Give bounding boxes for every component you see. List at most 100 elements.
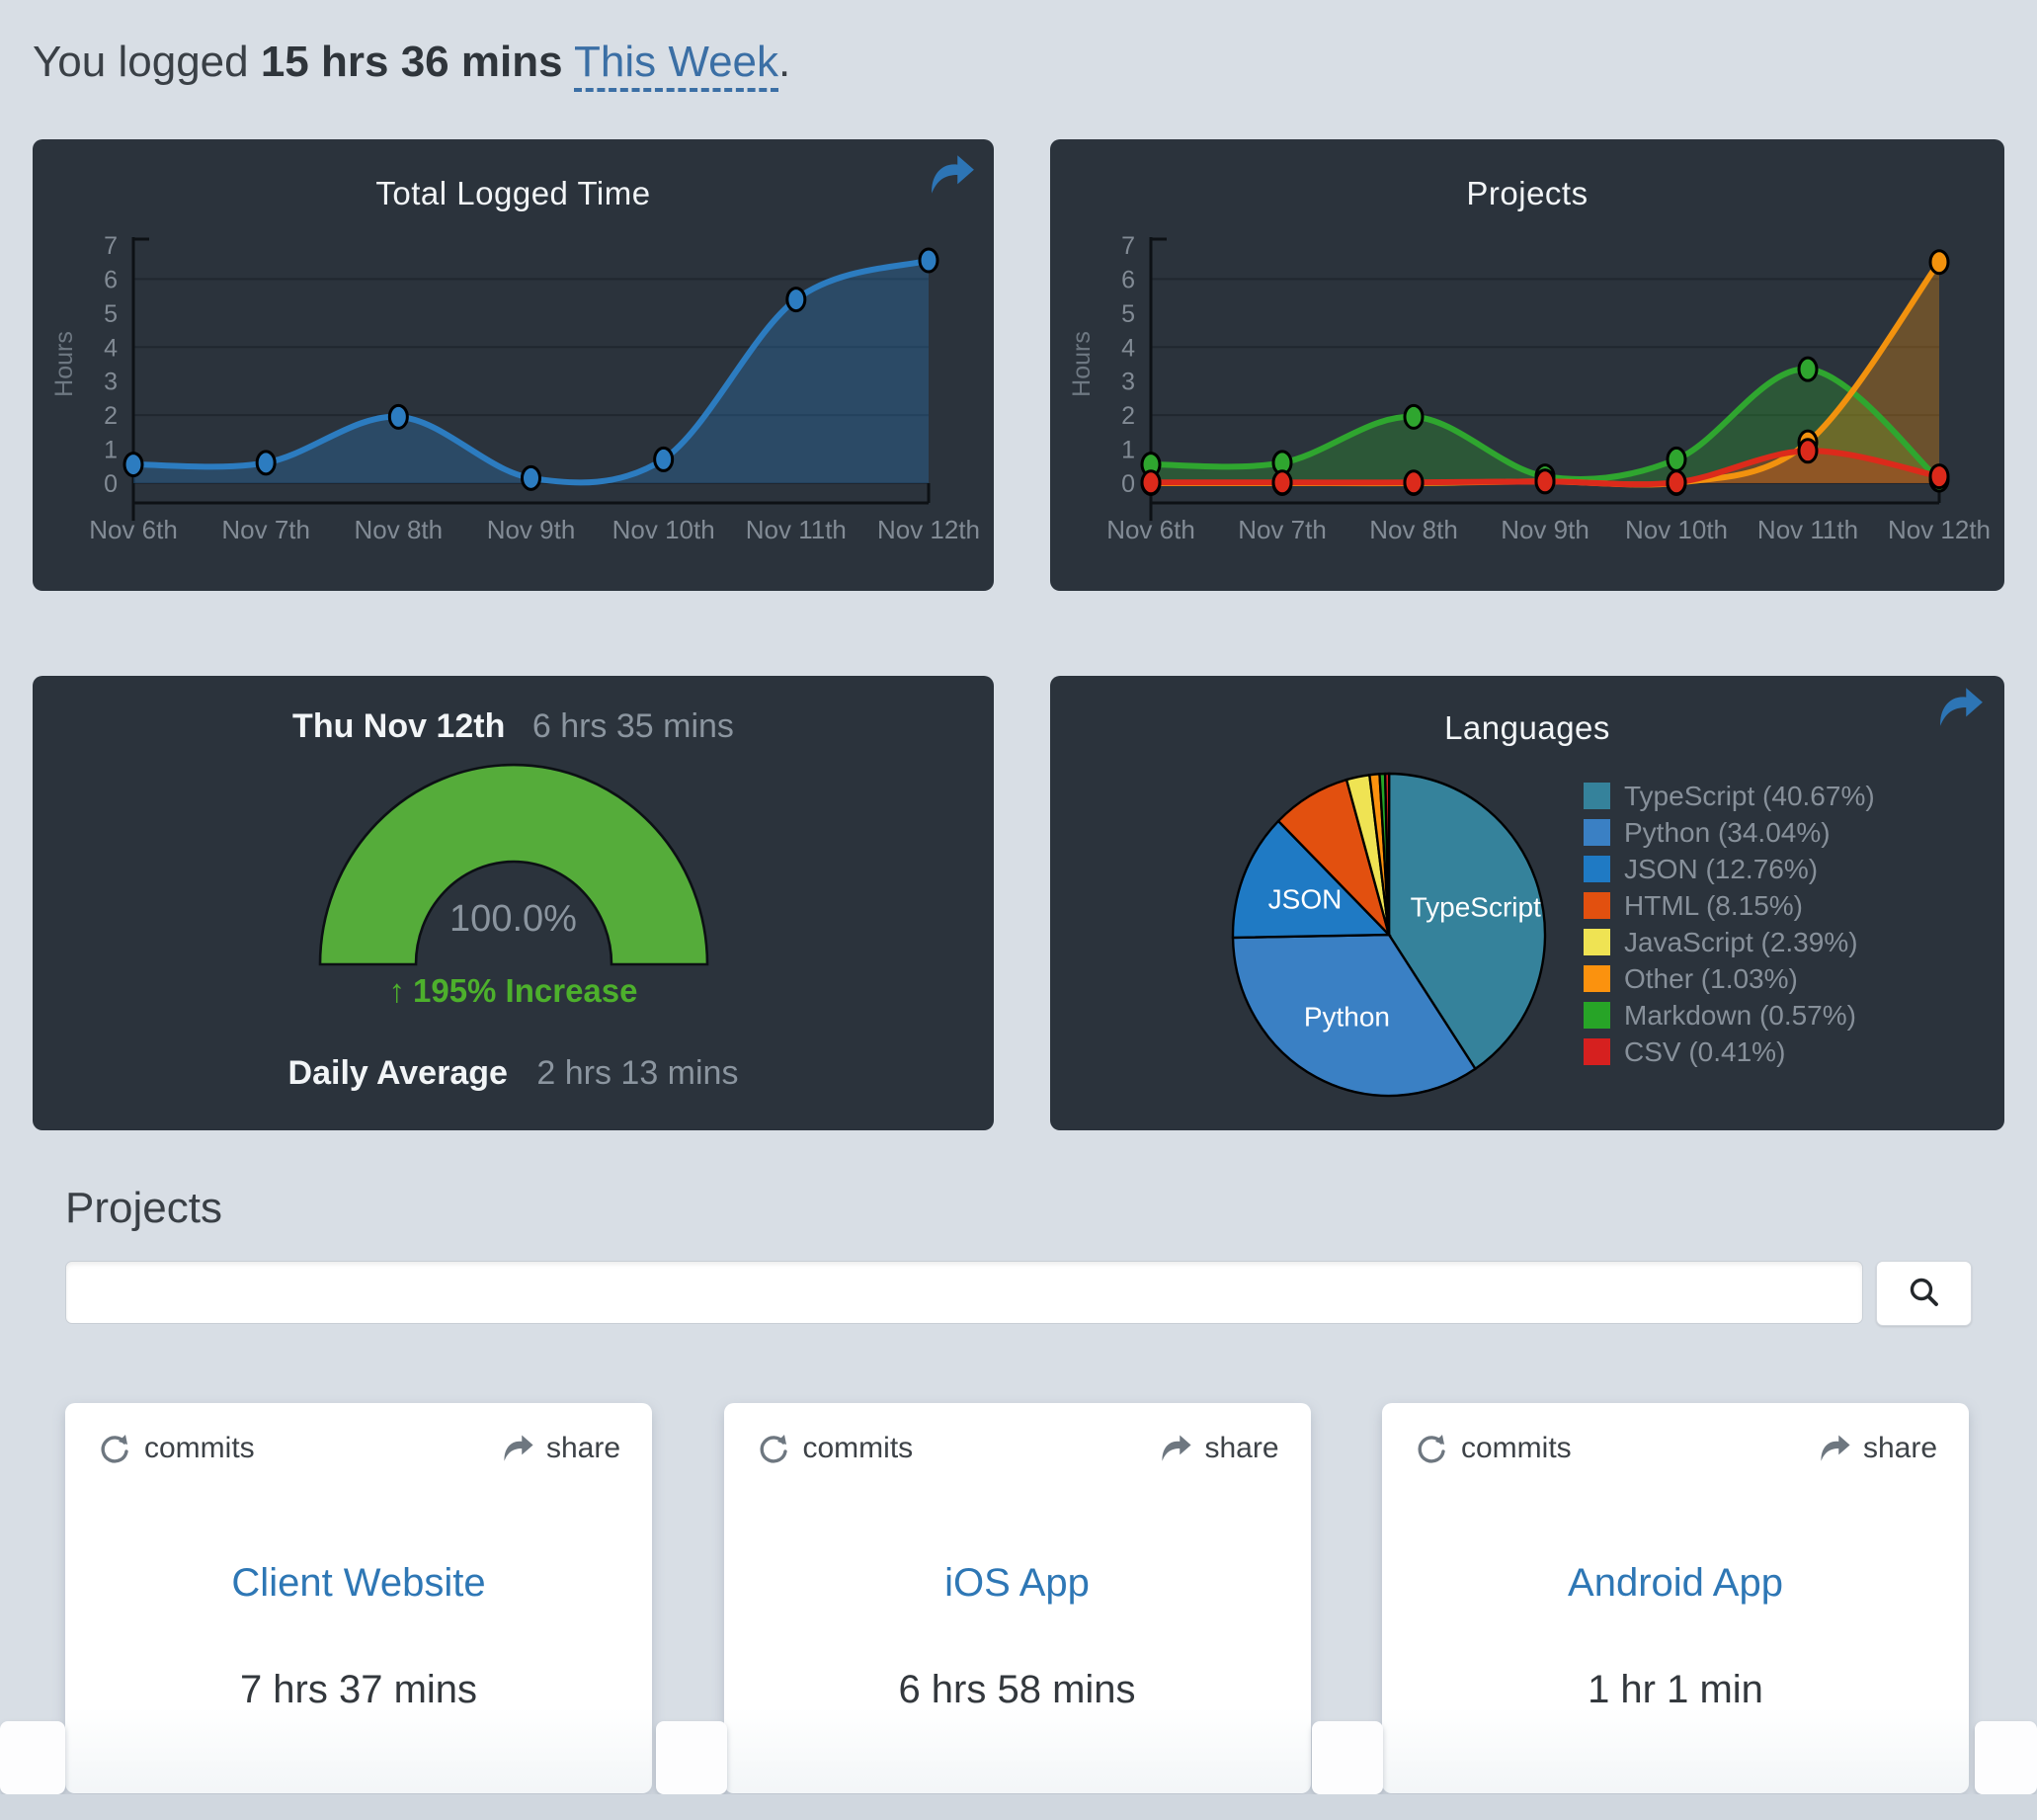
commits-link[interactable]: commits (97, 1431, 255, 1466)
svg-text:Nov 9th: Nov 9th (487, 515, 576, 544)
legend-item: Other (1.03%) (1584, 960, 1875, 997)
gauge-date: Thu Nov 12th (292, 707, 506, 745)
commits-link[interactable]: commits (756, 1431, 913, 1466)
languages-pie-chart: TypeScript Python JSON (1231, 772, 1547, 1098)
share-link[interactable]: share (1159, 1432, 1279, 1465)
Total Logged Time-area (133, 260, 929, 483)
legend-item: TypeScript (40.67%) (1584, 778, 1875, 814)
search-button[interactable] (1876, 1261, 1972, 1326)
projects-section-title: Projects (65, 1184, 222, 1232)
pie-label: Python (1304, 1002, 1390, 1033)
svg-text:Nov 6th: Nov 6th (89, 515, 178, 544)
legend-swatch (1584, 1002, 1610, 1029)
gauge-header: Thu Nov 12th 6 hrs 35 mins (33, 707, 994, 746)
project-time: 7 hrs 37 mins (239, 1668, 478, 1711)
svg-text:2: 2 (1121, 402, 1135, 430)
commits-icon (101, 1435, 128, 1463)
share-link[interactable]: share (1818, 1432, 1937, 1465)
header-suffix: . (778, 38, 791, 86)
red-series-point (1271, 469, 1293, 496)
project-name-link[interactable]: Android App (1568, 1561, 1783, 1605)
gauge-time: 6 hrs 35 mins (531, 707, 734, 745)
svg-text:6: 6 (104, 266, 118, 293)
gauge-arc (318, 763, 709, 966)
Total Logged Time-point (122, 452, 144, 478)
languages-card: Languages TypeScript Python JSON TypeScrip… (1050, 676, 2004, 1130)
gauge-increase: ↑ 195% Increase (388, 972, 638, 1009)
search-input[interactable] (65, 1261, 1863, 1324)
legend-label: Other (1.03%) (1624, 962, 1798, 994)
share-card-icon[interactable] (1935, 686, 1985, 729)
legend-label: JSON (12.76%) (1624, 853, 1819, 884)
svg-text:6: 6 (1121, 266, 1135, 293)
legend-swatch (1584, 856, 1610, 882)
svg-text:Nov 7th: Nov 7th (1238, 515, 1327, 544)
daily-gauge-card: Thu Nov 12th 6 hrs 35 mins 100.0% ↑ 195% … (33, 676, 994, 1130)
green-series-area (1151, 369, 1939, 483)
share-card-icon[interactable] (927, 153, 976, 197)
orange-series-point (1928, 249, 1950, 276)
gauge-percent: 100.0% (449, 898, 577, 940)
search-icon (1910, 1278, 1938, 1306)
svg-text:7: 7 (104, 232, 118, 260)
svg-text:4: 4 (1121, 334, 1135, 362)
projects-search (65, 1261, 1972, 1326)
svg-text:Nov 9th: Nov 9th (1501, 515, 1589, 544)
pie-slice-json (1231, 819, 1392, 940)
svg-text:Nov 8th: Nov 8th (1369, 515, 1458, 544)
up-arrow-icon: ↑ (388, 972, 405, 1009)
legend-swatch (1584, 965, 1610, 992)
legend-item: CSV (0.41%) (1584, 1034, 1875, 1070)
pie-label: TypeScript (1411, 892, 1541, 923)
legend-swatch (1584, 892, 1610, 919)
svg-text:2: 2 (104, 402, 118, 430)
green-series-point (1797, 356, 1819, 382)
legend-item: Python (34.04%) (1584, 814, 1875, 851)
projects-chart-title: Projects (1466, 175, 1589, 211)
total-logged-time-title: Total Logged Time (375, 175, 651, 211)
header-prefix: You logged (33, 38, 261, 86)
svg-text:3: 3 (104, 369, 118, 396)
legend-swatch (1584, 929, 1610, 955)
commits-icon (1418, 1435, 1445, 1463)
commits-icon (760, 1435, 787, 1463)
legend-item: JavaScript (2.39%) (1584, 924, 1875, 960)
project-card: commits share Client Website 7 hrs 37 mi… (65, 1403, 652, 1793)
legend-swatch (1584, 783, 1610, 809)
project-name-link[interactable]: Client Website (231, 1561, 486, 1605)
week-range-link[interactable]: This Week (574, 38, 779, 92)
cutoff-card-fragment (1975, 1721, 2037, 1794)
Total Logged Time-point (255, 450, 277, 476)
legend-swatch (1584, 1038, 1610, 1065)
pie-label: JSON (1268, 884, 1343, 915)
Total Logged Time-point (785, 287, 807, 313)
share-link[interactable]: share (501, 1432, 620, 1465)
svg-text:7: 7 (1121, 232, 1135, 260)
daily-average-label: Daily Average (287, 1054, 508, 1092)
project-name-link[interactable]: iOS App (944, 1561, 1090, 1605)
cutoff-card-fragment (656, 1721, 727, 1794)
svg-text:Hours: Hours (50, 331, 78, 397)
legend-label: Python (34.04%) (1624, 816, 1831, 848)
share-icon (504, 1435, 533, 1461)
total-logged-time-chart: 0 1 2 3 4 5 6 7 Hours Nov 6th Nov 7th Nov 8th Nov 9t… (50, 232, 980, 544)
legend-label: CSV (0.41%) (1624, 1035, 1786, 1067)
cutoff-card-fragment (0, 1721, 65, 1794)
legend-item: HTML (8.15%) (1584, 887, 1875, 924)
svg-text:Nov 7th: Nov 7th (221, 515, 310, 544)
project-time: 1 hr 1 min (1588, 1668, 1763, 1711)
red-series-point (1797, 438, 1819, 464)
svg-text:Hours: Hours (1068, 331, 1096, 397)
projects-chart-card: Projects 0 1 2 3 4 5 6 7 Hours Nov 6th Nov 7th Nov … (1050, 139, 2004, 591)
Total Logged Time-point (521, 464, 541, 491)
commits-link[interactable]: commits (1414, 1431, 1572, 1466)
gauge-arch (318, 763, 709, 966)
legend-label: Markdown (0.57%) (1624, 999, 1856, 1031)
legend-label: JavaScript (2.39%) (1624, 926, 1858, 957)
total-logged-time-card: Total Logged Time 0 1 2 3 4 5 6 7 Hours Nov 6th No… (33, 139, 994, 591)
red-series-point (1140, 469, 1162, 496)
svg-text:0: 0 (1121, 470, 1135, 498)
project-card: commits share iOS App 6 hrs 58 mins (723, 1403, 1311, 1793)
svg-text:3: 3 (1121, 369, 1135, 396)
header-total-time: 15 hrs 36 mins (260, 38, 563, 86)
